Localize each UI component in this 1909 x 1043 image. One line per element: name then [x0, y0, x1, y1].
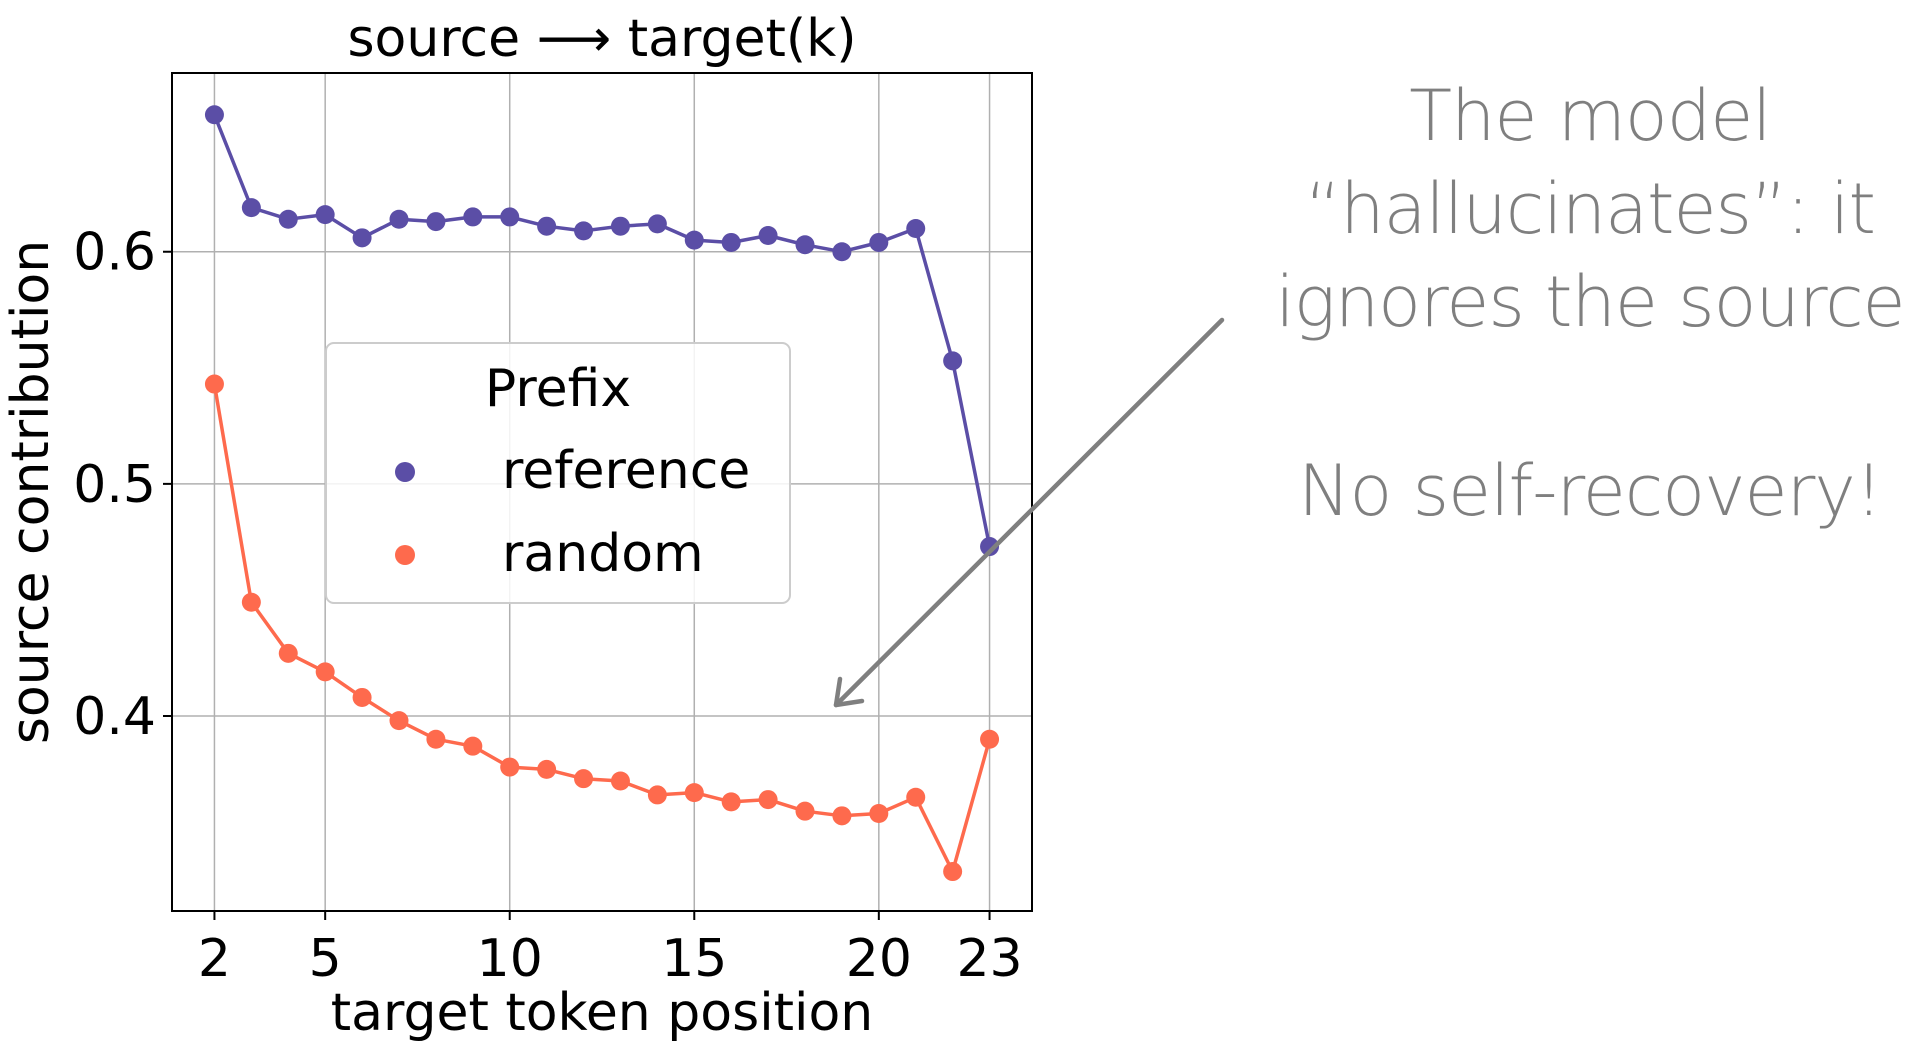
- data-point-reference: [943, 351, 963, 371]
- data-point-reference: [574, 221, 594, 241]
- x-tick-label: 5: [309, 929, 342, 989]
- legend-marker-reference: [395, 462, 415, 482]
- series-line-random: [212, 383, 992, 874]
- data-point-random: [684, 783, 704, 803]
- chart-title: source ⟶ target(k): [347, 9, 856, 69]
- x-tick-label: 15: [661, 929, 727, 989]
- annotation-text: The model “hallucinates”: it ignores the…: [1260, 70, 1909, 349]
- legend-box: [325, 342, 791, 604]
- data-point-reference: [278, 209, 298, 229]
- x-axis-label: target token position: [331, 983, 874, 1043]
- annotation-line: “hallucinates”: it: [1305, 168, 1876, 250]
- data-point-random: [426, 729, 446, 749]
- data-point-reference: [389, 209, 409, 229]
- data-point-random: [906, 787, 926, 807]
- data-point-random: [610, 771, 630, 791]
- annotation-secondary: No self-recovery!: [1260, 445, 1909, 538]
- data-point-random: [241, 592, 261, 612]
- data-point-reference: [832, 242, 852, 262]
- data-point-random: [500, 757, 520, 777]
- x-tick-label: 10: [477, 929, 543, 989]
- series-line-reference: [212, 114, 992, 547]
- plot-area-frame: [171, 72, 1033, 912]
- data-point-random: [278, 643, 298, 663]
- legend-marker-random: [395, 545, 415, 565]
- annotation-line: The model: [1409, 75, 1771, 157]
- arrow-head: [833, 676, 865, 708]
- data-point-random: [574, 769, 594, 789]
- data-point-random: [758, 790, 778, 810]
- data-point-reference: [906, 219, 926, 239]
- y-axis-label: source contribution: [1, 240, 61, 744]
- annotation-secondary-line: No self-recovery!: [1298, 450, 1883, 532]
- data-point-reference: [426, 212, 446, 232]
- data-point-reference: [315, 205, 335, 225]
- data-point-reference: [537, 216, 557, 236]
- series-layer: [204, 105, 1000, 882]
- data-point-reference: [795, 235, 815, 255]
- y-tick-label: 0.5: [73, 455, 156, 515]
- annotation-arrow: [833, 317, 1225, 708]
- x-tick-label: 23: [956, 929, 1022, 989]
- legend: Prefix reference random: [325, 342, 791, 604]
- data-point-reference: [241, 198, 261, 218]
- data-point-reference: [610, 216, 630, 236]
- data-point-reference: [758, 225, 778, 245]
- data-point-random: [943, 862, 963, 882]
- legend-label-reference: reference: [502, 441, 750, 501]
- data-point-random: [647, 785, 667, 805]
- data-point-reference: [204, 105, 224, 125]
- legend-label-random: random: [502, 524, 704, 584]
- data-point-reference: [352, 228, 372, 248]
- arrow-shaft: [833, 317, 1225, 708]
- y-tick-label: 0.4: [73, 687, 156, 747]
- y-tick-label: 0.6: [73, 223, 156, 283]
- data-point-reference: [980, 537, 1000, 557]
- data-point-random: [832, 806, 852, 826]
- data-point-random: [389, 711, 409, 731]
- x-tick-label: 2: [198, 929, 231, 989]
- data-point-reference: [500, 207, 520, 227]
- annotation-line: ignores the source: [1275, 261, 1905, 343]
- data-point-random: [315, 662, 335, 682]
- data-point-random: [721, 792, 741, 812]
- data-point-random: [869, 804, 889, 824]
- data-point-reference: [869, 232, 889, 252]
- data-point-random: [980, 729, 1000, 749]
- x-tick-label: 20: [846, 929, 912, 989]
- data-point-random: [352, 687, 372, 707]
- data-point-reference: [463, 207, 483, 227]
- data-point-reference: [684, 230, 704, 250]
- data-point-random: [204, 374, 224, 394]
- data-point-random: [795, 801, 815, 821]
- data-point-random: [463, 736, 483, 756]
- axis-ticks: 2 5 10 15 20 23 0.4 0.5 0.6: [73, 223, 1022, 989]
- data-point-random: [537, 759, 557, 779]
- data-point-reference: [647, 214, 667, 234]
- data-point-reference: [721, 232, 741, 252]
- legend-title: Prefix: [485, 359, 631, 419]
